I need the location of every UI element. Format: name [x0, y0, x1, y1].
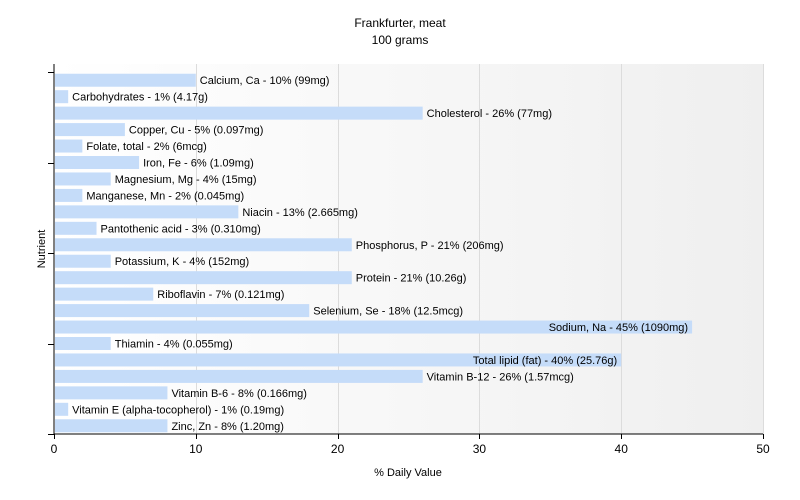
bar — [55, 73, 196, 87]
bar-label: Zinc, Zn - 8% (1.20mg) — [171, 421, 283, 433]
y-axis-title: Nutrient — [36, 230, 48, 269]
bar-label: Calcium, Ca - 10% (99mg) — [200, 75, 330, 87]
x-tick-label: 10 — [189, 442, 203, 456]
x-tick-label: 50 — [756, 442, 770, 456]
x-tick-label: 20 — [331, 442, 345, 456]
bar — [55, 419, 168, 433]
bar — [55, 90, 69, 104]
bar — [55, 287, 154, 301]
bar — [55, 337, 111, 350]
bar-label: Manganese, Mn - 2% (0.045mg) — [86, 190, 244, 202]
x-axis-title: % Daily Value — [374, 467, 442, 479]
bar-label: Total lipid (fat) - 40% (25.76g) — [473, 355, 617, 367]
bar-group — [55, 73, 693, 433]
bar-label: Cholesterol - 26% (77mg) — [427, 108, 552, 120]
bar-label: Sodium, Na - 45% (1090mg) — [549, 322, 688, 334]
bar-label: Niacin - 13% (2.665mg) — [242, 207, 358, 219]
bar — [55, 156, 140, 169]
bar — [55, 205, 239, 219]
bar — [55, 254, 111, 268]
bar-label: Vitamin B-6 - 8% (0.166mg) — [171, 388, 307, 400]
x-tick-label: 40 — [615, 442, 629, 456]
bar-label: Folate, total - 2% (6mcg) — [86, 141, 206, 153]
bar — [55, 320, 693, 334]
bar — [55, 238, 352, 252]
bar-label: Phosphorus, P - 21% (206mg) — [356, 240, 504, 252]
bar — [55, 188, 83, 202]
bar — [55, 123, 125, 137]
bar-label: Riboflavin - 7% (0.121mg) — [157, 289, 284, 301]
bar — [55, 402, 69, 416]
bar-label: Copper, Cu - 5% (0.097mg) — [129, 125, 264, 137]
bar-label-group: Calcium, Ca - 10% (99mg) Carbohydrates - … — [72, 75, 688, 433]
bar-label: Thiamin - 4% (0.055mg) — [115, 339, 233, 351]
y-tick-group — [48, 72, 54, 435]
bar — [55, 386, 168, 400]
x-tick-label: 0 — [51, 442, 58, 456]
chart-title: Frankfurter, meat — [354, 16, 446, 30]
bar — [55, 353, 622, 367]
bar-label: Selenium, Se - 18% (12.5mcg) — [313, 306, 463, 318]
bar — [55, 369, 423, 383]
bar-label: Magnesium, Mg - 4% (15mg) — [115, 174, 257, 186]
x-tick-label: 30 — [473, 442, 487, 456]
bar — [55, 304, 310, 318]
bar — [55, 172, 111, 186]
bar — [55, 139, 83, 153]
bar — [55, 106, 423, 120]
bar — [55, 221, 97, 235]
bar-label: Vitamin E (alpha-tocopherol) - 1% (0.19m… — [72, 404, 284, 416]
bar-label: Iron, Fe - 6% (1.09mg) — [143, 158, 254, 170]
bar-label: Protein - 21% (10.26g) — [356, 273, 467, 285]
bar-label: Vitamin B-12 - 26% (1.57mcg) — [427, 371, 574, 383]
bar-label: Potassium, K - 4% (152mg) — [115, 256, 250, 268]
x-tick-group: 0 10 20 30 40 50 — [51, 434, 770, 456]
bar-label: Pantothenic acid - 3% (0.310mg) — [101, 223, 261, 235]
bar-label: Carbohydrates - 1% (4.17g) — [72, 92, 208, 104]
bar — [55, 271, 352, 285]
chart-subtitle: 100 grams — [372, 33, 429, 47]
